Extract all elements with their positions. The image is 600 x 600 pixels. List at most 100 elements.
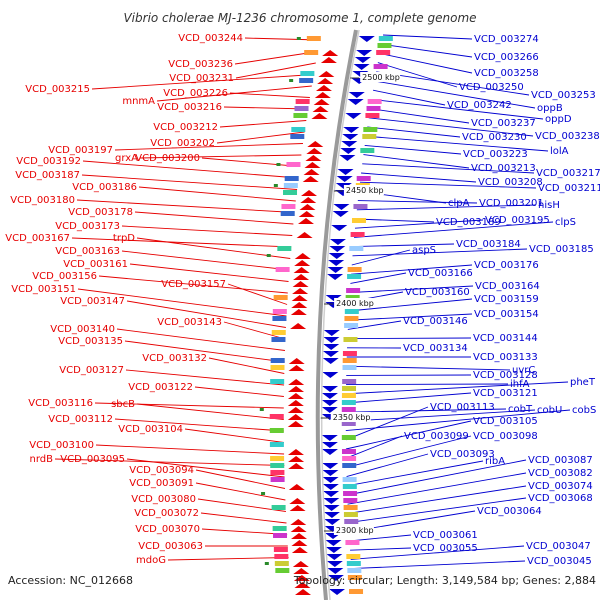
left-gene-label: VCD_003167: [5, 233, 70, 244]
right-gene-label: VCD_003164: [475, 281, 540, 292]
reverse-gene-mark: [318, 71, 335, 77]
left-gene-label: VCD_003226: [163, 88, 228, 99]
right-gene-label: VCD_003237: [471, 118, 536, 129]
right-gene-label: VCD_003217: [536, 168, 600, 179]
cog-block: [272, 309, 287, 314]
leader-line: [348, 497, 527, 524]
leader-line: [121, 225, 293, 236]
leader-line: [129, 263, 289, 282]
forward-gene-mark: [339, 155, 356, 161]
left-gene-label: VCD_003200: [135, 153, 200, 164]
forward-gene-mark: [323, 337, 340, 343]
cog-block: [342, 365, 357, 370]
reverse-gene-mark: [303, 169, 320, 175]
right-gene-label: VCD_003166: [408, 268, 473, 279]
leader-line: [371, 98, 544, 120]
reverse-gene-mark: [292, 288, 309, 294]
reverse-gene-mark: [290, 323, 307, 329]
left-gene-label: VCD_003231: [169, 73, 234, 84]
leader-line: [200, 512, 287, 524]
leader-line: [77, 288, 287, 317]
left-gene-label: VCD_003216: [157, 102, 222, 113]
cog-block: [344, 519, 359, 524]
cog-block: [291, 127, 306, 132]
reverse-gene-mark: [292, 281, 309, 287]
right-gene-label: VCD_003099: [404, 431, 469, 442]
forward-gene-mark: [327, 568, 344, 574]
reverse-gene-mark: [293, 274, 310, 280]
cog-block: [341, 449, 356, 454]
cog-block: [341, 435, 356, 440]
reverse-gene-mark: [287, 393, 304, 399]
right-gene-label: VCD_003064: [477, 506, 542, 517]
cog-block: [269, 414, 284, 419]
reverse-gene-mark: [293, 568, 310, 574]
reverse-gene-mark: [320, 57, 337, 63]
right-gene-label: VCD_003266: [474, 52, 539, 63]
leader-line: [364, 144, 462, 155]
reverse-gene-mark: [305, 155, 322, 161]
reverse-gene-mark: [315, 85, 332, 91]
leader-line: [352, 248, 528, 257]
small-feature-mark: [259, 408, 264, 411]
leader-line: [345, 408, 507, 413]
cog-block: [347, 274, 362, 279]
reverse-gene-mark: [290, 526, 307, 532]
kbp-tick-label: 2400 kbp: [336, 299, 374, 308]
right-gene-label: VCD_003154: [474, 309, 539, 320]
cog-block: [342, 386, 357, 391]
left-gene-label: VCD_003192: [16, 156, 81, 167]
reverse-gene-mark: [287, 421, 304, 427]
right-gene-label: VCD_003134: [403, 343, 468, 354]
cog-block: [367, 99, 382, 104]
leader-line: [76, 199, 295, 213]
reverse-gene-mark: [300, 197, 317, 203]
leader-line: [370, 108, 470, 124]
reverse-gene-mark: [288, 463, 305, 469]
cog-block: [347, 568, 362, 573]
forward-gene-mark: [340, 148, 357, 154]
right-gene-label: clpA: [448, 198, 470, 209]
cog-block: [294, 106, 309, 111]
leader-line: [345, 435, 403, 459]
cog-block: [299, 78, 314, 83]
cog-block: [270, 379, 285, 384]
leader-line: [121, 250, 290, 271]
cog-block: [275, 568, 290, 573]
forward-gene-mark: [347, 99, 364, 105]
right-gene-label: VCD_003113: [430, 402, 495, 413]
forward-gene-mark: [321, 393, 338, 399]
forward-gene-mark: [326, 554, 343, 560]
leader-line: [223, 321, 286, 340]
cog-block: [270, 477, 285, 482]
cog-block: [273, 533, 288, 538]
right-gene-label: VCD_003121: [473, 388, 538, 399]
leader-line: [167, 557, 289, 561]
forward-gene-mark: [345, 113, 362, 119]
leader-line: [350, 547, 412, 551]
leader-line: [348, 298, 473, 312]
leader-line: [95, 444, 285, 455]
forward-gene-mark: [323, 505, 340, 511]
reverse-gene-mark: [290, 309, 307, 315]
cog-block: [343, 505, 358, 510]
small-feature-mark: [264, 562, 269, 565]
cog-block: [290, 134, 305, 139]
cog-block: [304, 50, 319, 55]
cog-block: [377, 43, 392, 48]
cog-block: [362, 134, 377, 139]
left-gene-labels: VCD_003244 VCD_003236 VCD_003231 VCD_003215…: [5, 33, 243, 566]
leader-line: [346, 383, 509, 386]
cog-block: [349, 589, 364, 594]
leader-line: [71, 237, 292, 248]
left-gene-label: VCD_003156: [32, 271, 97, 282]
kbp-label-bg: [360, 72, 401, 82]
forward-gene-mark: [325, 547, 342, 553]
right-gene-label: oppD: [545, 114, 572, 125]
right-gene-labels: VCD_003274 VCD_003266 VCD_003258 VCD_003250…: [403, 34, 600, 567]
leader-line: [363, 154, 470, 169]
leader-line: [368, 117, 534, 137]
forward-gene-mark: [337, 169, 354, 175]
leader-line: [345, 409, 571, 432]
leader-line: [362, 163, 535, 174]
